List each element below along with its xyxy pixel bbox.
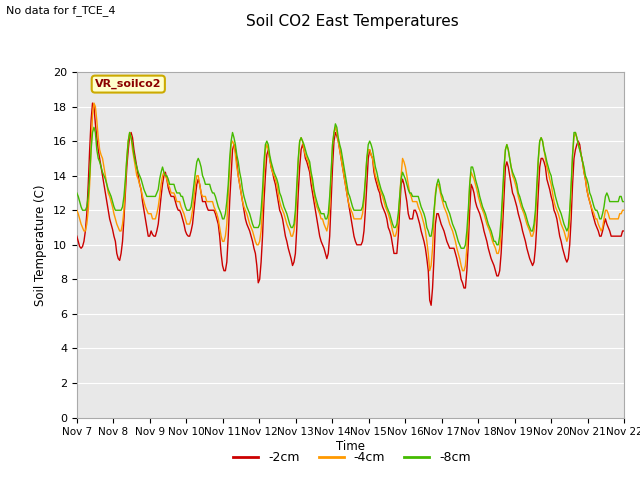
Text: Soil CO2 East Temperatures: Soil CO2 East Temperatures: [246, 14, 458, 29]
Text: VR_soilco2: VR_soilco2: [95, 79, 161, 89]
Y-axis label: Soil Temperature (C): Soil Temperature (C): [35, 184, 47, 306]
Text: No data for f_TCE_4: No data for f_TCE_4: [6, 5, 116, 16]
Legend: -2cm, -4cm, -8cm: -2cm, -4cm, -8cm: [228, 446, 476, 469]
X-axis label: Time: Time: [336, 440, 365, 453]
